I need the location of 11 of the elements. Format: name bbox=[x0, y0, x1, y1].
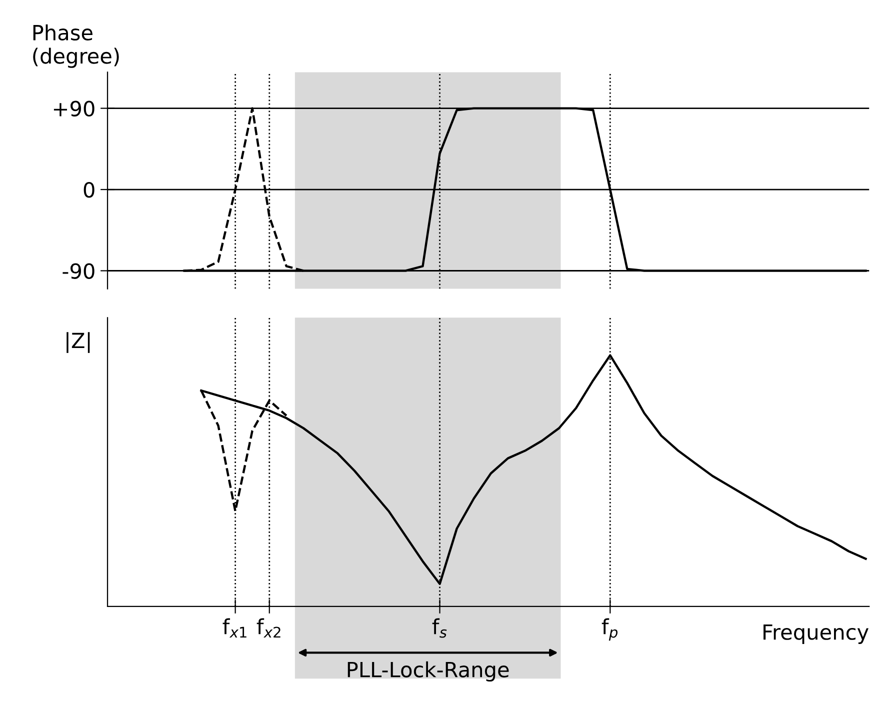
y-axis-title: Phase (degree) bbox=[33, 24, 119, 68]
y-tick-label: 0 bbox=[84, 182, 94, 198]
x-tick-label: f$_{x1}$ bbox=[222, 618, 246, 638]
y-axis-title: |Z| bbox=[66, 332, 90, 353]
x-axis-title: Frequency bbox=[764, 624, 868, 644]
x-tick-label: f$_{p}$ bbox=[602, 618, 618, 641]
x-tick-label: f$_{s}$ bbox=[432, 618, 447, 638]
x-tick-label: f$_{x2}$ bbox=[256, 618, 280, 638]
y-tick-label: +90 bbox=[54, 100, 94, 117]
text: PLL-Lock-Range bbox=[348, 661, 509, 682]
y-tick-label: -90 bbox=[62, 263, 94, 279]
